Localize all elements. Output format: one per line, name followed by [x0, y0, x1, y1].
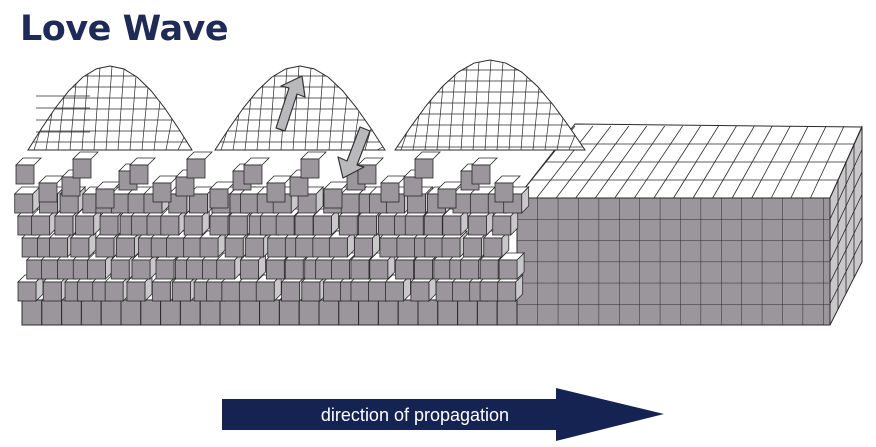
displaced-cube [323, 181, 350, 209]
displaced-cube [215, 252, 243, 280]
displaced-cube [86, 252, 114, 280]
base-cube [100, 299, 122, 326]
base-cube [219, 299, 241, 326]
displaced-cube [13, 186, 41, 214]
base-cube [41, 299, 63, 326]
base-cube [358, 299, 379, 326]
base-cube [318, 299, 340, 326]
base-cube [259, 299, 280, 326]
base-cube [377, 299, 399, 326]
displaced-cube [357, 157, 384, 185]
grid-line [520, 76, 528, 151]
base-cube [61, 299, 82, 326]
grid-line [316, 73, 324, 151]
displaced-cube-field [13, 151, 530, 302]
displaced-cube [243, 157, 270, 185]
grid-line [256, 84, 264, 151]
undisturbed-top-face-lines [516, 125, 863, 199]
particle-motion-up-arrow-icon [275, 75, 306, 132]
base-cube [80, 299, 102, 326]
displaced-cube [129, 157, 156, 185]
displaced-cube [414, 151, 441, 179]
grid-line [69, 83, 77, 151]
grid-line [328, 82, 336, 151]
grid-line [376, 146, 384, 151]
displaced-cube [471, 157, 498, 185]
base-cube [457, 299, 478, 326]
displaced-cube [266, 175, 293, 203]
base-cube [417, 299, 439, 326]
displaced-cube [199, 230, 227, 258]
diagram-title: Love Wave [20, 9, 229, 49]
base-cube [338, 299, 360, 326]
grid-line [340, 95, 348, 151]
base-cube-row [21, 299, 518, 326]
grid-line [129, 76, 137, 151]
grid-line [532, 87, 540, 151]
grid-line [544, 101, 552, 151]
grid-line [484, 59, 492, 151]
displaced-cube [328, 230, 356, 258]
grid-line [244, 98, 252, 151]
displaced-cube [300, 151, 327, 179]
base-cube [199, 299, 221, 326]
grid-line [81, 73, 89, 151]
base-cube [160, 299, 181, 326]
base-cube [140, 299, 162, 326]
base-cube [496, 299, 518, 326]
base-cube [278, 299, 300, 326]
base-cube [397, 299, 419, 326]
particle-motion-down-arrow-icon [337, 126, 371, 179]
grid-line [412, 115, 420, 151]
displaced-cube [186, 151, 213, 179]
grid-line [556, 117, 564, 151]
grid-line [472, 61, 480, 151]
base-cube [437, 299, 459, 326]
undisturbed-side-face-lines [829, 144, 863, 310]
wave-crest [27, 65, 193, 151]
grid-line [220, 131, 228, 151]
grid-line [117, 68, 125, 151]
displaced-cube [437, 181, 464, 209]
grid-line [57, 96, 65, 151]
displaced-cube [380, 175, 407, 203]
displaced-cube [498, 252, 526, 280]
displaced-cube [95, 181, 122, 209]
grid-line [436, 85, 444, 151]
base-cube [179, 299, 201, 326]
propagation-arrow: direction of propagation [222, 388, 664, 441]
wave-crest [394, 59, 586, 151]
wave-crests [27, 59, 586, 151]
grid-line [177, 137, 185, 151]
base-cube [21, 299, 43, 326]
grid-line [568, 135, 576, 151]
wave-crest [214, 65, 386, 151]
propagation-arrow-label: direction of propagation [321, 405, 509, 425]
displaced-cube [15, 157, 42, 185]
grid-line [105, 66, 113, 151]
grid-line [165, 118, 173, 151]
displaced-cube [494, 175, 521, 203]
base-cube [298, 299, 320, 326]
base-cube [239, 299, 261, 326]
base-cube [120, 299, 142, 326]
base-cube [476, 299, 498, 326]
displaced-cube [209, 181, 236, 209]
grid-line [33, 130, 41, 151]
grid-line [45, 112, 53, 151]
grid-line [448, 74, 456, 151]
displaced-cube [72, 151, 99, 179]
displaced-cube [152, 175, 179, 203]
grid-line [496, 62, 504, 151]
undisturbed-front-face [516, 197, 831, 326]
